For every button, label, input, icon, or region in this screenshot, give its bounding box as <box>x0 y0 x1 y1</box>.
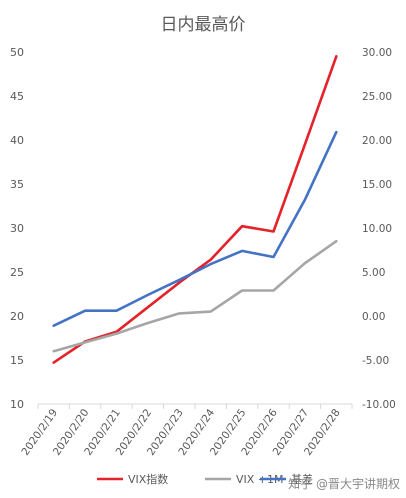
y-right-tick-label: 5.00 <box>362 267 385 279</box>
y-left-tick-label: 25 <box>10 266 24 279</box>
chart-title: 日内最高价 <box>161 15 246 35</box>
legend-label-2: 基差 <box>291 472 313 486</box>
y-left-tick-label: 35 <box>10 178 24 191</box>
y-left-tick-label: 20 <box>10 310 24 323</box>
y-right-tick-label: 0.00 <box>362 311 385 323</box>
legend: VIX指数 VIX +1M 基差 <box>97 472 313 486</box>
y-right-tick-label: 25.00 <box>362 91 392 103</box>
y-right-tick-label: -10.00 <box>362 399 396 411</box>
series-line-1 <box>52 239 338 353</box>
legend-label-1: VIX +1M <box>236 473 284 486</box>
legend-label-0: VIX指数 <box>128 472 168 486</box>
y-right-tick-label: 10.00 <box>362 223 392 235</box>
y-left-tick-label: 50 <box>10 46 24 59</box>
y-right-tick-label: 15.00 <box>362 179 392 191</box>
y-right-tick-label: 20.00 <box>362 135 392 147</box>
y-left-tick-label: 45 <box>10 90 24 103</box>
watermark: 知乎 @晋大宇讲期权 <box>288 477 400 491</box>
y-left-tick-label: 30 <box>10 222 24 235</box>
series-line-0 <box>52 55 338 364</box>
y-left-tick-label: 15 <box>10 354 24 367</box>
y-right-tick-label: -5.00 <box>362 355 389 367</box>
y-right-tick-label: 30.00 <box>362 47 392 59</box>
series-line-2 <box>52 130 338 328</box>
series-layer <box>52 55 338 364</box>
y-left-tick-label: 10 <box>10 398 24 411</box>
axes: 10 15 20 25 30 35 40 45 50 -10.00 -5.00 0.00 5.00 10.… <box>10 46 396 458</box>
y-left-tick-label: 40 <box>10 134 24 147</box>
